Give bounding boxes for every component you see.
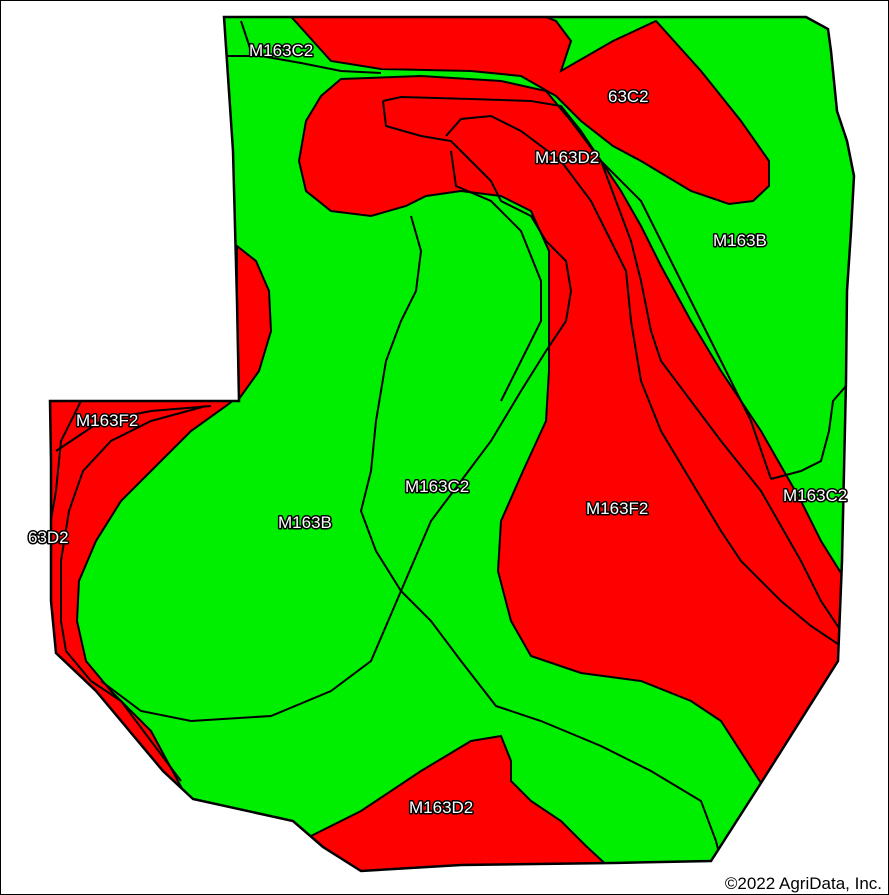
soil-label-M163C2-north: M163C2: [249, 41, 313, 60]
soil-label-M163B-east: M163B: [713, 231, 767, 250]
soil-unit-M163D2-north: [297, 74, 847, 785]
soil-label-M163F2-center: M163F2: [586, 499, 648, 518]
field-outline: [48, 15, 856, 873]
soil-unit-63C2: [283, 17, 770, 206]
soil-label-63D2: 63D2: [28, 528, 69, 547]
copyright-text: ©2022 AgriData, Inc.: [722, 874, 884, 894]
soil-label-M163B-west: M163B: [278, 513, 332, 532]
soil-label-M163F2-west: M163F2: [76, 411, 138, 430]
soil-label-M163D2-north: M163D2: [535, 148, 599, 167]
soil-unit-M163D2-south: [299, 734, 616, 871]
soil-label-M163D2-south: M163D2: [409, 798, 473, 817]
soil-label-63C2: 63C2: [608, 87, 649, 106]
soil-label-M163C2-center: M163C2: [405, 477, 469, 496]
soil-label-M163C2-east: M163C2: [783, 486, 847, 505]
